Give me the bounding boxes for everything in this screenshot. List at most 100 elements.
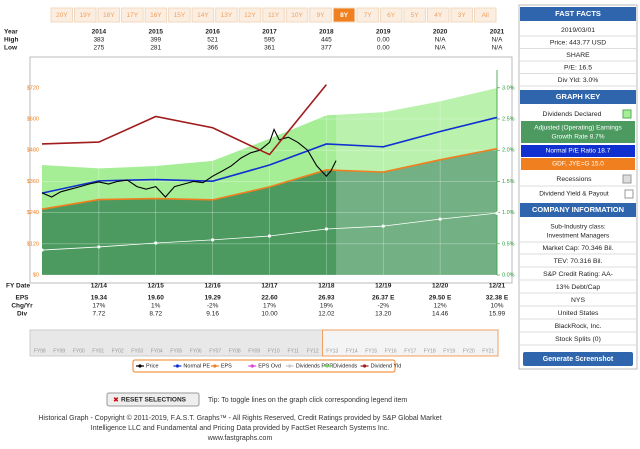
timeline-label: FY09 <box>248 348 260 354</box>
legend-dot[interactable] <box>213 364 217 368</box>
legend-dot[interactable] <box>250 364 254 368</box>
x-tick-label: 12/16 <box>204 283 221 290</box>
timeframe-button[interactable] <box>74 7 97 23</box>
dividends-por-dot <box>211 238 215 242</box>
fy-cell: 12% <box>434 303 447 310</box>
legend-dot[interactable] <box>362 364 367 368</box>
timeline-label: FY20 <box>463 348 475 354</box>
row-label: FY Date <box>6 283 30 290</box>
legend-label[interactable]: Dividends <box>333 363 357 369</box>
timeframe-button[interactable] <box>473 7 497 23</box>
timeframe-button[interactable] <box>309 7 332 23</box>
fy-cell: 17% <box>92 303 105 310</box>
legend-dot[interactable] <box>138 364 142 368</box>
timeframe-button[interactable] <box>215 7 238 23</box>
timeframe-button[interactable] <box>379 7 403 23</box>
company-info: TEV: 70.316 Bil. <box>554 258 603 265</box>
timeline-label: FY04 <box>151 348 163 354</box>
panel-header <box>520 90 636 104</box>
timeframe-button[interactable] <box>121 7 144 23</box>
legend-label[interactable]: Dividend Yld <box>371 363 402 369</box>
timeframe-button[interactable] <box>191 7 215 23</box>
timeframe-button[interactable] <box>238 7 262 23</box>
company-info: S&P Credit Rating: AA- <box>543 271 613 278</box>
key-box <box>521 158 635 170</box>
legend-label[interactable]: Price <box>146 363 159 369</box>
key-item: Dividend Yield & Payout <box>539 191 609 198</box>
price-cell: 377 <box>321 45 332 52</box>
price-cell: 445 <box>321 37 332 44</box>
x-tick-label: 12/14 <box>91 283 108 290</box>
timeframe-button[interactable] <box>450 7 473 23</box>
timeframe-label: 16Y <box>150 12 162 19</box>
row-label: Year <box>4 29 18 36</box>
legend-dot[interactable] <box>175 364 180 368</box>
timeline-label: FY14 <box>346 348 358 354</box>
timeframe-label: 17Y <box>127 12 139 19</box>
y2-tick-label: 1.0% <box>502 210 515 216</box>
y-tick-label: $240 <box>27 210 39 216</box>
x-tick-label: 12/17 <box>261 283 278 290</box>
timeframe-button[interactable] <box>356 7 379 23</box>
company-info: Market Cap: 70.346 Bil. <box>542 245 613 252</box>
timeframe-label: 6Y <box>387 12 396 19</box>
price-cell: 366 <box>207 45 218 52</box>
fy-cell: 9.16 <box>206 311 219 318</box>
fy-cell: 29.50 E <box>429 295 452 302</box>
fy-cell: 7.72 <box>93 311 106 318</box>
fy-cell: 26.93 <box>318 295 335 302</box>
legend-label[interactable]: Normal PE <box>183 363 210 369</box>
legend-label[interactable]: EPS Ovd <box>258 363 281 369</box>
generate-button[interactable] <box>523 352 633 366</box>
timeframe-button[interactable] <box>332 7 356 23</box>
panel-header <box>520 203 636 217</box>
generate-label[interactable]: Generate Screenshot <box>543 356 614 363</box>
timeframe-label: 5Y <box>411 12 420 19</box>
timeframe-button[interactable] <box>426 7 450 23</box>
y-tick-label: $720 <box>27 85 39 91</box>
y-tick-label: $480 <box>27 148 39 154</box>
fy-cell: 10% <box>490 303 503 310</box>
timeframe-button[interactable] <box>97 7 121 23</box>
timeline-selection[interactable] <box>322 329 499 357</box>
legend-dot[interactable] <box>325 364 329 368</box>
timeframe-button[interactable] <box>50 7 74 23</box>
timeline-label: FY17 <box>404 348 416 354</box>
timeframe-label: 3Y <box>458 12 467 19</box>
timeline-label: FY99 <box>53 348 65 354</box>
timeframe-button[interactable] <box>285 7 309 23</box>
price-cell: 2015 <box>149 29 164 36</box>
fact: SHARE <box>566 52 590 59</box>
key-item: Normal P/E Ratio 18.7 <box>546 148 611 155</box>
timeframe-label: 14Y <box>197 12 209 19</box>
price-cell: N/A <box>435 37 447 44</box>
legend-label[interactable]: EPS <box>221 363 232 369</box>
fy-cell: 19% <box>320 303 333 310</box>
timeframe-button[interactable] <box>403 7 426 23</box>
x-tick-label: 12/19 <box>375 283 392 290</box>
legend-label[interactable]: Dividends POR <box>296 363 334 369</box>
price-cell: N/A <box>492 37 504 44</box>
footer-line: Intelligence LLC and Fundamental and Pri… <box>91 425 389 432</box>
company-info: United States <box>558 310 599 317</box>
timeframe-label: 7Y <box>364 12 373 19</box>
legend-dot[interactable] <box>288 364 292 368</box>
timeframe-button[interactable] <box>262 7 285 23</box>
timeframe-button[interactable] <box>168 7 191 23</box>
price-cell: 361 <box>264 45 275 52</box>
timeline-label: FY16 <box>385 348 397 354</box>
fy-cell: 19.29 <box>204 295 221 302</box>
timeframe-label: 8Y <box>340 12 349 19</box>
reset-button[interactable] <box>106 392 200 407</box>
x-tick-label: 12/21 <box>489 283 506 290</box>
timeframe-button[interactable] <box>144 7 168 23</box>
timeline-label: FY18 <box>424 348 436 354</box>
price-cell: 2018 <box>319 29 334 36</box>
company-info: Sub-Industry class: <box>550 224 605 231</box>
y-tick-label: $120 <box>27 241 39 247</box>
y-tick-label: $600 <box>27 116 39 122</box>
series-line <box>41 84 327 156</box>
timeline-label: FY19 <box>443 348 455 354</box>
fy-cell: 17% <box>263 303 276 310</box>
price-cell: 521 <box>207 37 218 44</box>
